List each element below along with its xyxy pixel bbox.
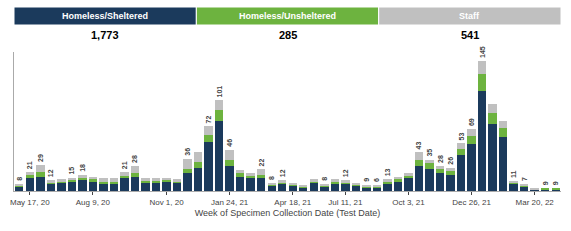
svg-text:7: 7	[521, 177, 528, 181]
svg-text:9: 9	[552, 181, 559, 185]
svg-text:Apr 18, 21: Apr 18, 21	[274, 198, 311, 207]
svg-text:46: 46	[226, 139, 233, 147]
svg-text:Jul 11, 21: Jul 11, 21	[328, 198, 363, 207]
svg-text:Staff: Staff	[459, 11, 480, 21]
svg-text:Dec 26, 21: Dec 26, 21	[452, 198, 491, 207]
svg-text:8: 8	[321, 177, 328, 181]
svg-text:72: 72	[205, 116, 212, 124]
svg-text:28: 28	[437, 155, 444, 163]
svg-text:13: 13	[384, 168, 391, 176]
svg-text:26: 26	[447, 157, 454, 165]
svg-text:Homeless/Sheltered: Homeless/Sheltered	[62, 11, 148, 21]
svg-text:1,773: 1,773	[91, 29, 119, 41]
svg-text:36: 36	[184, 148, 191, 156]
svg-text:12: 12	[47, 169, 54, 177]
svg-text:12: 12	[342, 169, 349, 177]
svg-text:Mar 20, 22: Mar 20, 22	[516, 198, 555, 207]
svg-text:8: 8	[268, 176, 275, 180]
svg-text:11: 11	[510, 170, 517, 178]
svg-text:Aug 9, 20: Aug 9, 20	[76, 198, 111, 207]
svg-text:Nov 1, 20: Nov 1, 20	[149, 198, 184, 207]
svg-text:285: 285	[279, 29, 297, 41]
svg-text:9: 9	[363, 178, 370, 182]
svg-text:21: 21	[26, 161, 33, 169]
svg-text:Oct 3, 21: Oct 3, 21	[392, 198, 425, 207]
svg-text:9: 9	[542, 181, 549, 185]
svg-text:29: 29	[37, 154, 44, 162]
svg-text:May 17, 20: May 17, 20	[10, 198, 50, 207]
svg-text:6: 6	[373, 178, 380, 182]
svg-text:Jan 24, 21: Jan 24, 21	[211, 198, 249, 207]
svg-text:22: 22	[258, 159, 265, 167]
svg-text:21: 21	[121, 161, 128, 169]
svg-text:53: 53	[458, 133, 465, 141]
svg-text:28: 28	[131, 155, 138, 163]
svg-text:18: 18	[79, 164, 86, 172]
svg-text:12: 12	[279, 169, 286, 177]
svg-text:101: 101	[216, 86, 223, 98]
svg-text:8: 8	[16, 177, 23, 181]
svg-text:Homeless/Unsheltered: Homeless/Unsheltered	[239, 11, 336, 21]
svg-text:541: 541	[461, 29, 479, 41]
svg-text:15: 15	[68, 167, 75, 175]
svg-text:43: 43	[415, 142, 422, 150]
svg-text:35: 35	[426, 149, 433, 157]
svg-text:69: 69	[468, 118, 475, 126]
svg-text:145: 145	[479, 46, 486, 58]
svg-text:Week of Specimen Collection Da: Week of Specimen Collection Date (Test D…	[195, 208, 380, 218]
